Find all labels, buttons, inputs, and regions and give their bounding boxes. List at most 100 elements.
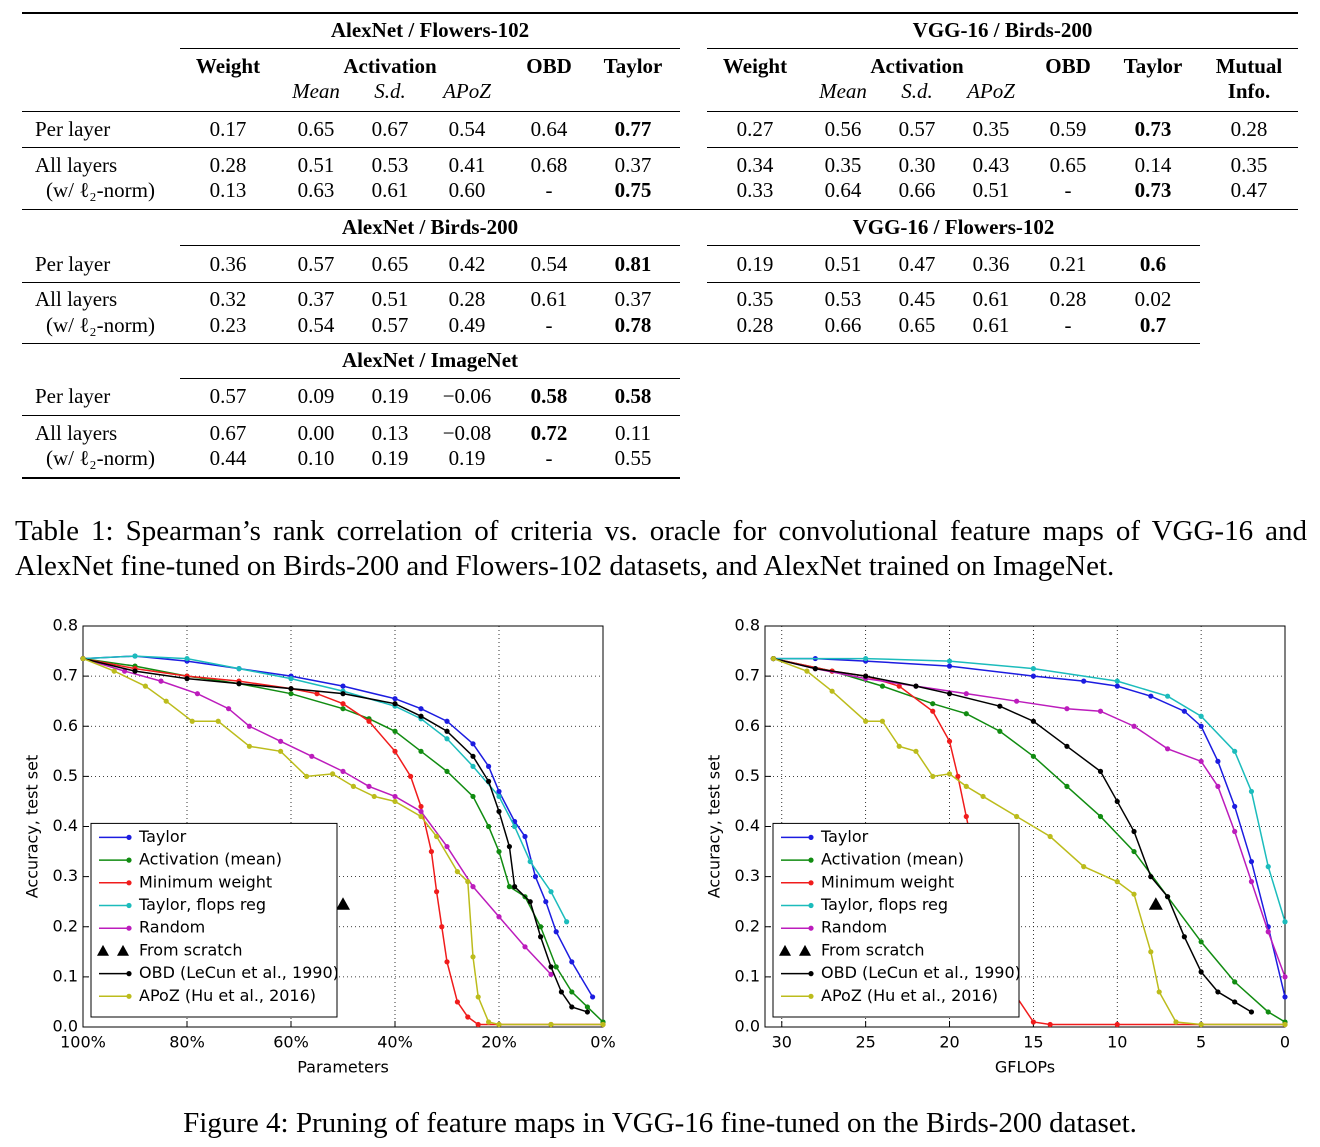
table-rule	[180, 48, 680, 49]
legend-label: From scratch	[139, 940, 242, 959]
point	[246, 743, 252, 749]
point	[340, 691, 346, 697]
point	[163, 698, 169, 704]
table-cell: -	[545, 313, 553, 337]
row-label: (w/ ℓ₂-norm)	[46, 446, 155, 470]
point	[496, 848, 502, 855]
point	[600, 1021, 606, 1028]
column-header: OBD	[526, 54, 572, 78]
point	[246, 723, 252, 729]
table-cell: 0.49	[448, 313, 486, 337]
point	[1114, 798, 1120, 805]
point	[511, 823, 518, 830]
column-header: Mutual Info.	[1215, 54, 1283, 103]
column-subheader: APoZ	[443, 79, 491, 103]
y-tick-label: 0.0	[53, 1017, 78, 1036]
point	[1282, 994, 1288, 1000]
point	[1131, 723, 1137, 729]
point	[496, 914, 502, 920]
point	[496, 1021, 502, 1028]
point	[1081, 678, 1087, 684]
point	[1131, 848, 1137, 855]
point	[997, 728, 1003, 734]
table-cell: 0.42	[448, 252, 486, 276]
legend-label: Random	[139, 918, 205, 937]
legend-marker	[808, 925, 814, 931]
point	[564, 919, 570, 925]
point	[189, 718, 195, 724]
legend-marker	[126, 993, 132, 999]
point	[584, 1004, 591, 1010]
x-axis-label: Parameters	[297, 1058, 389, 1077]
table-cell: 0.47	[1230, 178, 1268, 202]
legend-marker	[126, 925, 132, 931]
point	[1148, 949, 1154, 955]
point	[1114, 683, 1120, 689]
table-cell: 0.28	[1049, 287, 1087, 311]
point	[418, 748, 424, 754]
legend-marker	[126, 971, 132, 977]
point	[896, 683, 902, 689]
point	[553, 964, 559, 970]
point	[548, 964, 554, 970]
point	[111, 668, 117, 674]
y-tick-label: 0.7	[53, 666, 78, 685]
point	[226, 706, 232, 712]
legend-marker	[808, 857, 814, 863]
point	[879, 718, 886, 724]
point	[1248, 1009, 1255, 1015]
column-subheader: APoZ	[967, 79, 1015, 103]
table-rule	[707, 111, 1298, 112]
legend-label: Activation (mean)	[821, 850, 964, 869]
point	[1282, 1021, 1288, 1028]
point	[1047, 1021, 1053, 1028]
table-cell: 0.33	[736, 178, 774, 202]
table-cell: 0.61	[972, 313, 1010, 337]
legend-box	[90, 822, 338, 1018]
point	[527, 899, 533, 905]
table-cell: 0.28	[1230, 117, 1268, 141]
legend-marker	[97, 944, 109, 956]
point	[184, 655, 190, 662]
point	[1148, 897, 1163, 910]
x-axis-label: GFLOPs	[995, 1058, 1055, 1077]
point	[132, 653, 138, 659]
table-cell: 0.37	[614, 287, 652, 311]
legend-label: Taylor, flops reg	[138, 895, 266, 914]
point	[1030, 753, 1036, 759]
x-tick-label: 40%	[377, 1033, 413, 1052]
point	[1248, 858, 1255, 865]
table-cell: 0.00	[297, 421, 335, 445]
table-rule	[707, 282, 1200, 283]
table-cell: 0.65	[297, 117, 335, 141]
table-rule	[22, 147, 680, 148]
point	[538, 934, 544, 940]
point	[444, 728, 450, 734]
point	[1014, 698, 1020, 704]
table-cell: 0.30	[898, 153, 936, 177]
table-cell: 0.28	[209, 153, 247, 177]
table-cell: 0.51	[371, 287, 409, 311]
column-subheader: S.d.	[374, 79, 406, 103]
point	[930, 708, 936, 714]
block-title: VGG-16 / Birds-200	[912, 18, 1093, 42]
table-cell: 0.68	[530, 153, 568, 177]
y-tick-label: 0.5	[735, 766, 760, 785]
point	[444, 736, 450, 742]
column-header: Taylor	[1123, 54, 1183, 78]
point	[392, 701, 398, 707]
point	[350, 783, 356, 790]
legend-label: Activation (mean)	[139, 850, 282, 869]
point	[569, 1004, 575, 1010]
table-cell: 0.60	[448, 178, 486, 202]
point	[506, 884, 512, 890]
point	[465, 1014, 471, 1020]
table-cell: 0.14	[1134, 153, 1172, 177]
table-cell: −0.08	[442, 421, 492, 445]
y-tick-label: 0.7	[735, 666, 760, 685]
point	[392, 728, 398, 734]
legend-label: Minimum weight	[139, 872, 272, 891]
point	[454, 869, 460, 875]
table-cell: 0.55	[614, 446, 652, 470]
table-cell: -	[545, 178, 553, 202]
